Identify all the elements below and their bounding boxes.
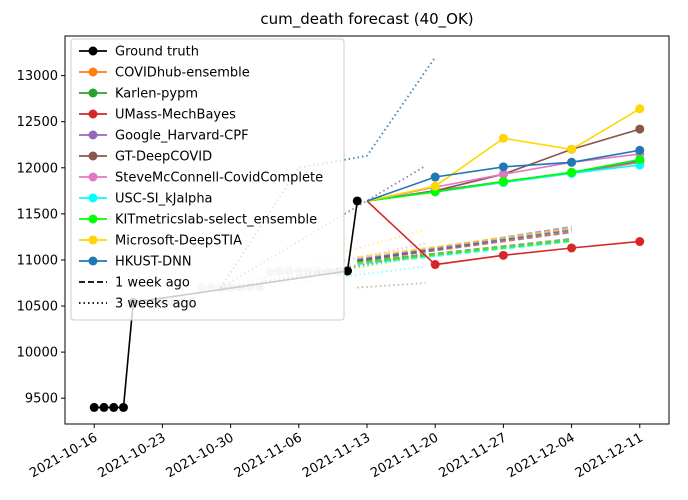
truth-point [118, 402, 128, 412]
truth-point [89, 402, 99, 412]
legend-label: USC-SI_kJalpha [115, 192, 213, 207]
truth-point [109, 402, 119, 412]
legend-label: Karlen-pypm [115, 87, 198, 102]
y-tick-label: 10500 [17, 300, 58, 315]
forecast-point [430, 260, 440, 270]
legend-item: 3 weeks ago [79, 297, 197, 312]
y-tick-label: 10000 [17, 346, 58, 361]
legend-item: UMass-MechBayes [79, 108, 236, 123]
legend-item: SteveMcConnell-CovidComplete [79, 171, 323, 186]
forecast-point [430, 172, 440, 182]
truth-point [343, 266, 353, 276]
legend-label: Google_Harvard-CPF [115, 129, 249, 144]
legend-item: USC-SI_kJalpha [79, 192, 213, 207]
legend-swatch-marker [88, 256, 98, 266]
legend-item: 1 week ago [79, 276, 190, 291]
forecast-point [498, 250, 508, 260]
legend-label: HKUST-DNN [115, 255, 192, 270]
legend-swatch-marker [88, 235, 98, 245]
forecast-1wk-line [357, 227, 572, 259]
legend-item: HKUST-DNN [79, 255, 192, 270]
x-tick-label: 2021-11-27 [436, 430, 509, 481]
legend-label: COVIDhub-ensemble [115, 66, 250, 81]
legend-label: Microsoft-DeepSTIA [115, 234, 242, 249]
legend-item: Google_Harvard-CPF [79, 129, 249, 144]
legend-swatch-marker [88, 172, 98, 182]
legend-swatch-marker [88, 46, 98, 56]
forecast-point [498, 162, 508, 172]
x-tick-label: 2021-11-06 [232, 430, 305, 481]
legend-item: GT-DeepCOVID [79, 150, 212, 165]
y-tick-label: 12500 [17, 115, 58, 130]
x-tick-label: 2021-11-20 [368, 430, 441, 481]
y-tick-label: 13000 [17, 69, 58, 84]
forecast-3wk-line [220, 165, 426, 289]
legend-swatch-marker [88, 130, 98, 140]
forecast-point [498, 133, 508, 143]
legend-swatch-marker [88, 88, 98, 98]
forecast-point [498, 169, 508, 179]
truth-point [352, 196, 362, 206]
legend-swatch-marker [88, 109, 98, 119]
forecast-point [635, 154, 645, 164]
legend-item: KITmetricslab-select_ensemble [79, 213, 317, 228]
legend-label: Ground truth [115, 45, 199, 60]
forecast-point [567, 144, 577, 154]
x-tick-label: 2021-11-13 [300, 430, 373, 481]
forecast-point [430, 181, 440, 191]
forecast-point [567, 243, 577, 253]
y-tick-label: 12000 [17, 161, 58, 176]
y-tick-label: 11500 [17, 207, 58, 222]
truth-point [99, 402, 109, 412]
legend-swatch-marker [88, 151, 98, 161]
y-axis: 9500 10000 10500 11000 11500 12000 12500 13000 [17, 69, 65, 407]
forecast-point [567, 157, 577, 167]
y-tick-label: 11000 [17, 253, 58, 268]
legend-label: 1 week ago [115, 276, 190, 291]
forecast-3wk-line [220, 228, 426, 287]
forecast-point [635, 145, 645, 155]
forecast-point [635, 237, 645, 247]
legend-label: 3 weeks ago [115, 297, 197, 312]
x-tick-label: 2021-10-16 [27, 430, 100, 481]
forecast-point [498, 177, 508, 187]
x-tick-label: 2021-12-04 [505, 430, 578, 481]
legend-item: COVIDhub-ensemble [79, 66, 250, 81]
legend-swatch-marker [88, 193, 98, 203]
legend-label: UMass-MechBayes [115, 108, 236, 123]
x-tick-label: 2021-10-23 [95, 430, 168, 481]
legend-item: Ground truth [79, 45, 199, 60]
forecast-1wk-line [357, 229, 572, 261]
forecast-point [635, 124, 645, 134]
forecast-3wk-line [220, 265, 426, 294]
x-tick-label: 2021-12-11 [573, 430, 646, 481]
forecast-point [635, 104, 645, 114]
y-tick-label: 9500 [25, 392, 58, 407]
legend-item: Microsoft-DeepSTIA [79, 234, 242, 249]
x-axis: 2021-10-162021-10-232021-10-302021-11-06… [27, 424, 646, 481]
legend-item: Karlen-pypm [79, 87, 198, 102]
forecast-point [567, 167, 577, 177]
forecast-3wk-line [357, 282, 426, 289]
legend-swatch-marker [88, 67, 98, 77]
legend-box [70, 38, 345, 321]
legend: Ground truth COVIDhub-ensemble Karlen-pypm… [70, 38, 345, 321]
legend-label: SteveMcConnell-CovidComplete [115, 171, 323, 186]
legend-label: GT-DeepCOVID [115, 150, 212, 165]
legend-swatch-marker [88, 214, 98, 224]
x-tick-label: 2021-10-30 [164, 430, 237, 481]
legend-label: KITmetricslab-select_ensemble [115, 213, 317, 228]
chart-title: cum_death forecast (40_OK) [260, 10, 473, 29]
